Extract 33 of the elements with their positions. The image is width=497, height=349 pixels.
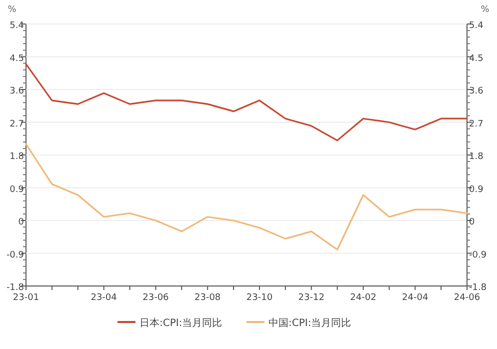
y-tick-label: 5.4 <box>10 21 24 31</box>
y-tick-label: 0.9 <box>10 184 24 195</box>
x-tick-label: 23-01 <box>12 293 40 303</box>
y-axis-title: % <box>8 5 17 15</box>
line-series <box>25 63 468 142</box>
y2-tick-label: 2.7 <box>469 119 484 130</box>
y2-tick-label: 0 <box>469 218 475 228</box>
y-tick-label: 4.5 <box>10 54 24 64</box>
y-tick-label: 0 <box>18 218 24 228</box>
y-tick-label: 3.6 <box>10 86 24 96</box>
y2-tick-label: -0.9 <box>469 250 487 260</box>
x-tick-label: 24-04 <box>402 293 428 303</box>
x-tick-label: 24-02 <box>350 293 376 303</box>
y-tick-label: -1.8 <box>6 283 24 293</box>
y-tick-label: 2.7 <box>10 119 24 130</box>
line-series <box>25 143 468 250</box>
legend-label: 中国:CPI:当月同比 <box>268 317 352 329</box>
legend-label: 日本:CPI:当月同比 <box>140 317 222 329</box>
y2-tick-label: -1.8 <box>469 283 487 293</box>
x-tick-label: 23-06 <box>142 293 170 303</box>
y2-axis-title: % <box>480 5 490 15</box>
x-tick-label: 23-10 <box>246 293 273 303</box>
y-tick-label: -0.9 <box>6 250 24 260</box>
x-tick-label: 23-04 <box>90 293 118 303</box>
y-tick-label: 1.8 <box>10 152 24 162</box>
y2-tick-label: 3.6 <box>469 86 484 96</box>
x-tick-label: 23-12 <box>298 293 324 303</box>
y2-tick-label: 1.8 <box>469 152 484 162</box>
y2-tick-label: 4.5 <box>469 54 484 64</box>
x-tick-label: 23-08 <box>194 293 221 303</box>
y2-tick-label: 0.9 <box>469 184 484 195</box>
y2-tick-label: 5.4 <box>469 21 484 31</box>
x-tick-label: 24-06 <box>454 293 480 303</box>
